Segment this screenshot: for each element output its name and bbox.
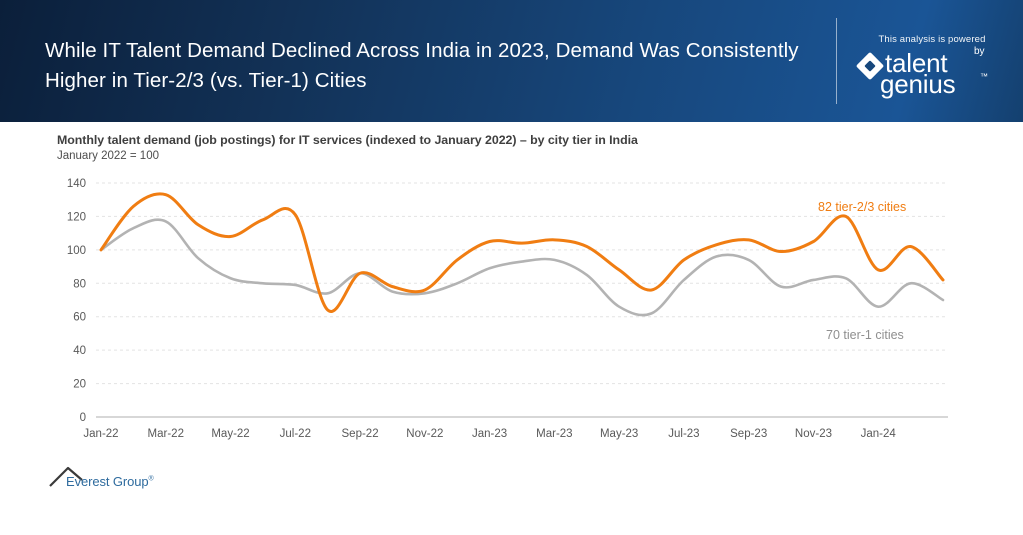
x-tick-label: Sep-22 (342, 428, 379, 440)
everest-group-name: Everest Group (66, 474, 149, 489)
brand-word-genius: genius (880, 69, 956, 99)
chart-title: Monthly talent demand (job postings) for… (57, 133, 638, 147)
x-tick-label: Mar-23 (536, 428, 572, 440)
y-tick-label: 120 (67, 211, 86, 223)
x-tick-label: Jan-22 (83, 428, 118, 440)
y-tick-label: 140 (67, 178, 86, 190)
registered-mark: ® (148, 475, 154, 483)
y-tick-label: 20 (73, 379, 86, 391)
brand-trademark-symbol: ™ (980, 72, 988, 81)
y-axis-tick-labels: 0 20 40 60 80 100 120 140 (67, 178, 86, 424)
everest-group-wordmark: Everest Group® (66, 474, 154, 489)
series-end-label-tier-2-3: 82 tier-2/3 cities (818, 200, 906, 214)
y-tick-label: 80 (73, 278, 86, 290)
x-axis-tick-labels: Jan-22 Mar-22 May-22 Jul-22 Sep-22 Nov-22 Jan-… (83, 428, 896, 440)
chart-subtitle: January 2022 = 100 (57, 150, 159, 162)
talent-genius-brand: This analysis is powered talent by geniu… (852, 34, 1012, 99)
x-tick-label: Nov-23 (795, 428, 832, 440)
header-banner: While IT Talent Demand Declined Across I… (0, 0, 1023, 122)
series-line-tier-1 (99, 218, 945, 317)
header-divider (836, 18, 837, 104)
brand-logo: talent by genius ™ (852, 46, 1012, 99)
chart-gridlines (96, 182, 948, 385)
x-tick-label: Jul-22 (280, 428, 311, 440)
series-end-label-tier-1: 70 tier-1 cities (826, 328, 904, 342)
y-tick-label: 0 (80, 412, 86, 424)
y-tick-label: 100 (67, 245, 86, 257)
everest-group-logo (49, 466, 83, 487)
line-chart: 0 20 40 60 80 100 120 140 Jan-22 Mar-22 May-22 Jul… (67, 178, 948, 440)
x-tick-label: May-22 (211, 428, 249, 440)
page-title: While IT Talent Demand Declined Across I… (45, 39, 799, 92)
x-tick-label: Jul-23 (668, 428, 699, 440)
x-tick-label: May-23 (600, 428, 638, 440)
brand-powered-by-text: This analysis is powered (878, 34, 986, 45)
x-tick-label: Jan-23 (472, 428, 507, 440)
y-tick-label: 60 (73, 312, 86, 324)
brand-word-by: by (974, 46, 985, 57)
everest-peak-icon (49, 466, 83, 487)
x-tick-label: Mar-22 (148, 428, 184, 440)
chart-container: 0 20 40 60 80 100 120 140 Jan-22 Mar-22 May-22 Jul… (0, 165, 1023, 455)
x-tick-label: Sep-23 (730, 428, 767, 440)
series-line-tier-2-3 (99, 192, 945, 313)
x-tick-label: Nov-22 (406, 428, 443, 440)
y-tick-label: 40 (73, 345, 86, 357)
brand-word-talent: talent (885, 48, 948, 78)
x-tick-label: Jan-24 (861, 428, 897, 440)
